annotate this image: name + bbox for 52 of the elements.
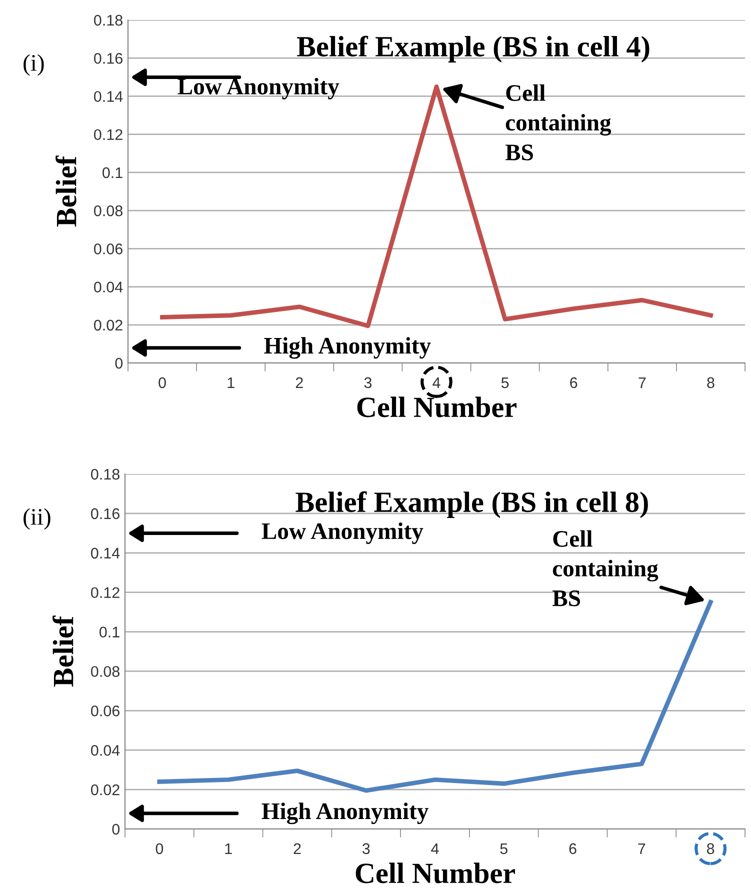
y-tick-label: 0.1	[102, 167, 122, 178]
x-axis-title: Cell Number	[357, 396, 516, 418]
x-tick-label: 1	[225, 843, 232, 854]
annotation: Cell containing BS	[505, 84, 612, 160]
x-tick-label: 2	[296, 377, 303, 388]
y-tick-label: 0.02	[91, 784, 120, 796]
y-axis-title: Belief	[56, 156, 76, 227]
x-axis-title: Cell Number	[356, 862, 515, 884]
x-tick-label: 4	[431, 843, 439, 854]
y-tick-label: 0	[112, 824, 120, 835]
x-tick-label: 6	[569, 843, 576, 854]
x-tick-label: 5	[500, 843, 508, 854]
y-tick-label: 0.04	[94, 282, 123, 292]
annotation: Low Anonymity	[178, 78, 340, 100]
x-tick-label: 0	[158, 377, 166, 388]
x-tick-label: 2	[294, 843, 301, 854]
y-tick-label: 0.08	[94, 205, 122, 216]
x-tick-label: 7	[638, 377, 646, 388]
y-tick-label: 0.12	[91, 587, 120, 598]
y-tick-label: 0.14	[94, 91, 123, 102]
y-tick-label: 0.06	[94, 244, 122, 254]
y-tick-label: 0.16	[94, 52, 122, 64]
x-tick-label: 5	[501, 377, 509, 388]
text: Belief Example (BS in cell 8)	[296, 491, 648, 518]
y-tick-label: 0.18	[94, 14, 122, 26]
y-tick-label: 0.02	[94, 320, 122, 331]
y-tick-label: 0	[115, 358, 123, 369]
y-tick-label: 0.06	[91, 706, 120, 716]
y-tick-label: 0.04	[91, 744, 120, 756]
x-tick-label: 7	[638, 843, 646, 854]
text: (ii)	[24, 508, 50, 530]
y-tick-label: 0.1	[100, 626, 120, 638]
x-tick-label: 3	[362, 843, 370, 854]
x-tick-label: 8	[707, 377, 714, 388]
chart-title: Belief Example (BS in cell 4)	[296, 36, 650, 62]
x-tick-label: 1	[228, 377, 234, 388]
x-tick-label: 0	[156, 843, 164, 854]
y-tick-label: 0.18	[91, 468, 120, 480]
y-tick-label: 0.12	[94, 129, 122, 140]
x-tick-label: 6	[570, 377, 578, 388]
y-axis-title: Belief	[52, 616, 74, 687]
y-tick-label: 0.16	[91, 508, 120, 520]
annotation: Low Anonymity	[262, 522, 424, 544]
annotation: High Anonymity	[262, 802, 428, 824]
x-tick-label: 4	[432, 377, 440, 388]
x-tick-label: 8	[706, 843, 714, 854]
x-tick-label: 3	[364, 377, 372, 388]
text: (i)	[24, 54, 44, 76]
annotation: Cell containing BS	[552, 530, 658, 606]
annotation: High Anonymity	[264, 337, 431, 359]
y-tick-label: 0.14	[91, 548, 120, 559]
y-tick-label: 0.08	[91, 666, 120, 677]
